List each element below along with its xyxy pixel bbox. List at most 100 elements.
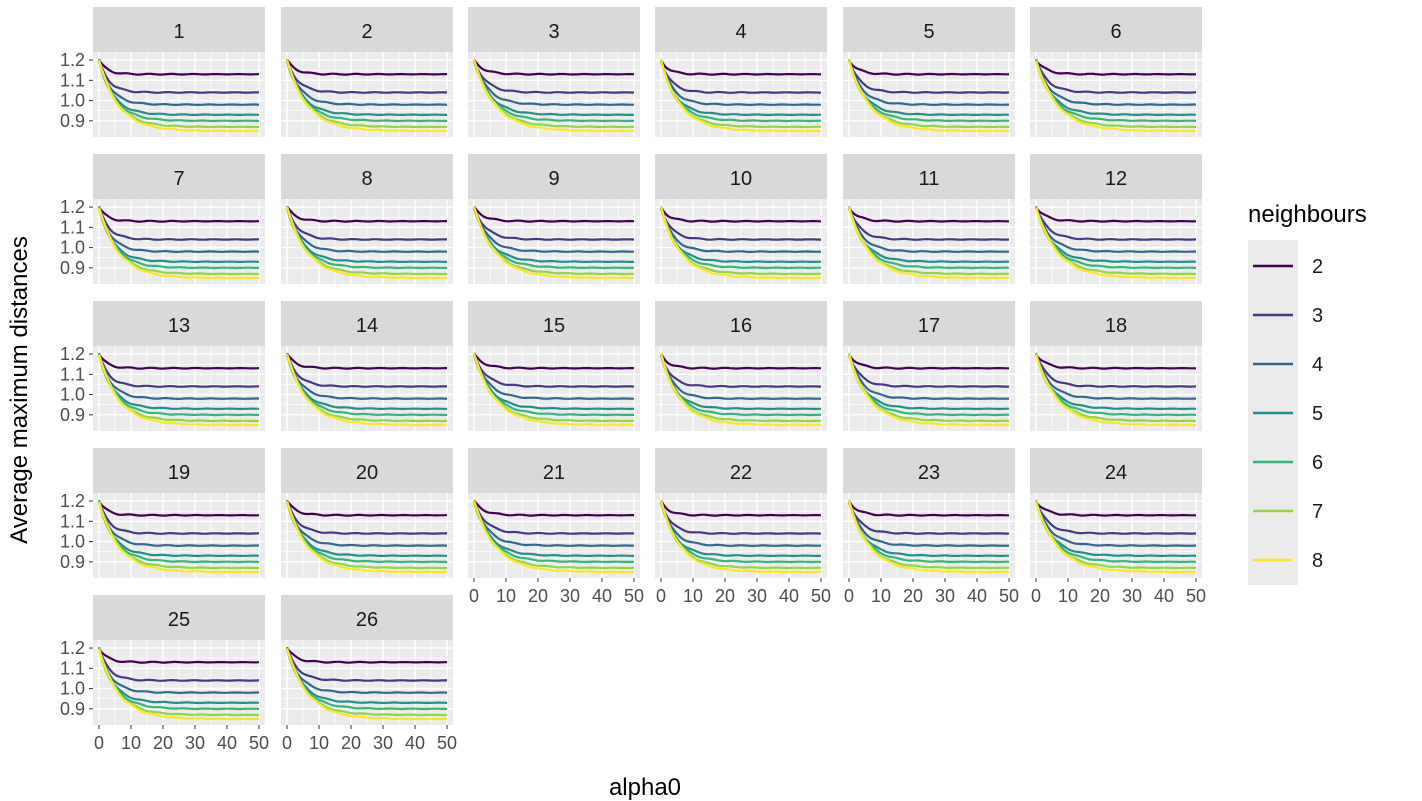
x-tick-label: 30 bbox=[935, 586, 955, 606]
series-line-5 bbox=[285, 500, 448, 557]
y-tick-label: 1.1 bbox=[60, 217, 85, 237]
x-tick-label: 20 bbox=[1090, 586, 1110, 606]
series-line-2 bbox=[286, 58, 447, 76]
x-tick-label: 30 bbox=[560, 586, 580, 606]
series-line-6 bbox=[659, 500, 821, 564]
x-tick-label: 10 bbox=[683, 586, 703, 606]
facet-label: 21 bbox=[543, 462, 565, 484]
series-line-3 bbox=[1034, 354, 1196, 388]
facet-panel-10: 10 bbox=[655, 154, 827, 284]
y-tick-label: 1.0 bbox=[60, 91, 85, 111]
facet-label: 19 bbox=[168, 462, 190, 484]
series-line-3 bbox=[472, 500, 635, 535]
y-tick-label: 0.9 bbox=[60, 111, 85, 131]
series-line-5 bbox=[659, 207, 822, 263]
series-line-6 bbox=[1034, 499, 1196, 564]
series-line-3 bbox=[659, 60, 821, 94]
facet-label: 12 bbox=[1105, 168, 1127, 190]
y-tick-label: 1.1 bbox=[60, 70, 85, 90]
series-line-2 bbox=[848, 500, 1009, 517]
series-line-5 bbox=[97, 206, 259, 264]
facet-panel-3: 3 bbox=[468, 7, 640, 137]
x-tick-label: 40 bbox=[592, 586, 612, 606]
facet-strip bbox=[655, 154, 827, 199]
facet-strip bbox=[843, 448, 1015, 493]
series-line-6 bbox=[97, 500, 259, 564]
series-line-6 bbox=[285, 501, 447, 564]
series-line-8 bbox=[659, 206, 822, 280]
series-line-5 bbox=[847, 206, 1009, 263]
facet-panel-11: 11 bbox=[843, 154, 1015, 284]
x-tick-label: 30 bbox=[1122, 586, 1142, 606]
series-line-2 bbox=[98, 353, 259, 370]
x-tick-label: 50 bbox=[437, 733, 457, 753]
series-line-8 bbox=[97, 501, 259, 574]
series-line-8 bbox=[847, 353, 1009, 427]
series-line-3 bbox=[285, 58, 448, 94]
facet-panel-19: 19 0.91.01.11.2 bbox=[60, 448, 265, 578]
series-line-5 bbox=[285, 647, 447, 704]
series-line-8 bbox=[659, 59, 821, 133]
series-line-2 bbox=[98, 648, 260, 664]
series-line-5 bbox=[847, 500, 1009, 558]
series-line-3 bbox=[847, 207, 1010, 241]
series-line-4 bbox=[1034, 59, 1196, 106]
series-line-4 bbox=[847, 501, 1010, 548]
series-line-6 bbox=[847, 352, 1009, 417]
series-line-5 bbox=[1034, 500, 1196, 557]
series-line-3 bbox=[847, 354, 1009, 388]
series-line-2 bbox=[848, 206, 1009, 223]
facet-label: 14 bbox=[356, 315, 378, 337]
series-line-2 bbox=[848, 353, 1009, 370]
series-line-2 bbox=[1035, 60, 1196, 76]
series-line-4 bbox=[1034, 206, 1196, 253]
series-line-5 bbox=[285, 60, 447, 116]
x-tick-label: 40 bbox=[217, 733, 237, 753]
series-line-6 bbox=[472, 59, 634, 123]
series-line-4 bbox=[472, 353, 634, 400]
series-line-2 bbox=[1035, 354, 1196, 370]
x-tick-label: 20 bbox=[153, 733, 173, 753]
series-line-2 bbox=[848, 60, 1009, 76]
series-line-8 bbox=[1034, 354, 1196, 427]
facet-strip bbox=[468, 7, 640, 52]
series-line-2 bbox=[660, 499, 821, 517]
x-tick-label: 50 bbox=[1186, 586, 1206, 606]
series-line-2 bbox=[473, 352, 635, 370]
x-tick-label: 10 bbox=[496, 586, 516, 606]
facet-panel-21: 21 0 10 20 30 40 50 bbox=[468, 448, 644, 606]
facet-panel-9: 9 bbox=[468, 154, 640, 284]
facet-panel-5: 5 bbox=[843, 7, 1015, 137]
facet-strip bbox=[1030, 301, 1202, 346]
series-line-4 bbox=[659, 354, 821, 400]
facet-strip bbox=[843, 154, 1015, 199]
series-line-4 bbox=[847, 354, 1010, 401]
facet-panel-26: 26 0 10 20 30 40 50 bbox=[281, 595, 457, 753]
series-line-5 bbox=[285, 207, 447, 263]
series-line-4 bbox=[97, 206, 260, 253]
legend-items: 2 3 4 5 6 7 8 bbox=[1253, 256, 1323, 572]
facet-label: 4 bbox=[735, 21, 746, 43]
series-line-6 bbox=[472, 501, 635, 564]
x-tick-label: 0 bbox=[656, 586, 666, 606]
y-tick-label: 1.2 bbox=[60, 197, 85, 217]
series-line-4 bbox=[847, 207, 1009, 254]
x-tick-label: 50 bbox=[999, 586, 1019, 606]
x-tick-label: 40 bbox=[1154, 586, 1174, 606]
series-line-6 bbox=[285, 207, 447, 270]
series-line-3 bbox=[472, 59, 635, 94]
series-line-4 bbox=[285, 500, 447, 547]
facet-label: 3 bbox=[548, 21, 559, 43]
series-line-4 bbox=[97, 499, 259, 547]
facet-panel-14: 14 bbox=[281, 301, 453, 431]
facet-strip bbox=[843, 301, 1015, 346]
x-tick-label: 40 bbox=[405, 733, 425, 753]
series-line-2 bbox=[473, 499, 634, 517]
legend-label: 6 bbox=[1312, 452, 1323, 474]
legend-label: 7 bbox=[1312, 501, 1323, 523]
series-line-8 bbox=[97, 354, 260, 427]
y-tick-label: 0.9 bbox=[60, 258, 85, 278]
series-line-3 bbox=[659, 500, 822, 535]
x-tick-label: 20 bbox=[528, 586, 548, 606]
y-tick-label: 1.2 bbox=[60, 344, 85, 364]
